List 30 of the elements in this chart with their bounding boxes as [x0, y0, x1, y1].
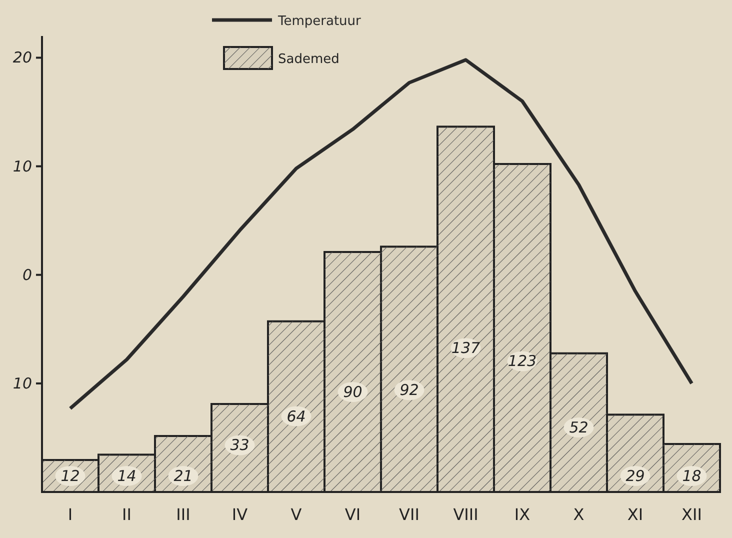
x-tick-label: X	[573, 505, 584, 524]
x-tick-label: VIII	[453, 505, 478, 524]
y-tick-label: 10	[12, 157, 32, 176]
data-label: 12	[60, 467, 80, 485]
x-tick-label: VI	[344, 505, 361, 524]
data-label: 64	[286, 407, 306, 426]
data-label: 137	[451, 339, 481, 358]
data-label: 29	[626, 467, 645, 485]
x-tick-label: XI	[627, 505, 644, 524]
legend-label: Sademed	[278, 52, 340, 67]
data-label: 90	[343, 383, 362, 401]
data-label: 33	[230, 436, 250, 454]
data-label: 21	[174, 467, 193, 485]
x-tick-label: VII	[399, 505, 420, 524]
x-tick-label: II	[122, 505, 132, 524]
x-tick-label: XII	[682, 505, 702, 524]
data-label: 123	[508, 352, 537, 370]
x-tick-label: I	[68, 505, 73, 524]
x-tick-label: IV	[232, 505, 248, 524]
x-tick-label: III	[176, 505, 190, 524]
x-tick-label: V	[290, 505, 302, 524]
y-tick-label: 20	[12, 48, 32, 67]
data-label: 18	[682, 467, 702, 485]
data-label: 14	[117, 467, 136, 485]
data-label: 92	[400, 381, 419, 400]
y-tick-label: 10	[12, 374, 32, 392]
legend-label: Temperatuur	[277, 14, 362, 29]
x-tick-label: IX	[514, 505, 530, 524]
y-tick-label: 0	[22, 266, 32, 284]
data-label: 52	[569, 418, 588, 436]
